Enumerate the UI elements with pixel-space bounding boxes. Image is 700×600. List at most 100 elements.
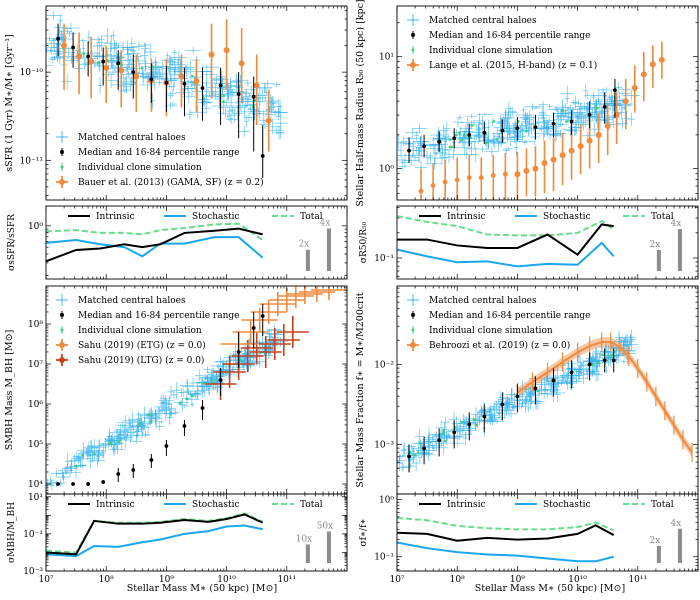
scale-bar [326, 531, 331, 563]
observation-point [523, 167, 530, 174]
clone-point [190, 394, 194, 398]
median-point [182, 424, 187, 428]
median-point [236, 92, 241, 97]
clone-point [210, 378, 214, 382]
observation-point [208, 51, 215, 58]
plot-area-ssfr [46, 10, 288, 178]
median-point [260, 314, 265, 318]
frame-panel-ssfr [45, 205, 348, 280]
median-point [218, 378, 223, 382]
legend-label: Individual clone simulation [78, 163, 202, 173]
frame-ssfr [45, 5, 348, 201]
median-point [452, 136, 457, 141]
observation-point [622, 98, 629, 105]
mbh-y-tick-label: 10⁸ [28, 320, 43, 330]
observation-point [238, 60, 245, 67]
intrinsic-line [45, 513, 264, 556]
median-point [71, 482, 75, 486]
median-point [101, 480, 106, 484]
chart-r50: 10⁰ 10¹ Stellar Half-mass Radius R₅₀ (50 k… [355, 0, 699, 207]
total-line [396, 516, 615, 532]
clone-point [97, 61, 100, 64]
legend-marker-median [60, 150, 64, 154]
clone-point [601, 353, 605, 357]
legend-marker-clone [411, 48, 415, 52]
median-point [437, 139, 442, 144]
panel-mbh-x-tick-label: 10⁷ [38, 575, 53, 585]
legend-label: Median and 16-84 percentile range [78, 148, 239, 158]
median-point [182, 81, 187, 86]
plot-area-r50 [397, 41, 665, 200]
observation-point [76, 53, 83, 60]
median-point [437, 438, 442, 443]
median-point [422, 144, 426, 149]
clone-point [81, 453, 84, 457]
median-point [467, 422, 472, 427]
observation-point [568, 147, 575, 154]
legend-marker-clone [60, 165, 64, 169]
median-point [116, 472, 121, 476]
observation-point [631, 84, 638, 91]
observation-low-point [466, 175, 472, 180]
observation-point [559, 152, 566, 159]
panel-fstar-y-tick-label: 10⁻¹ [374, 553, 394, 563]
median-point [218, 83, 223, 88]
frame-panel-mbh [45, 493, 348, 572]
median-point [515, 126, 520, 131]
observation-point [133, 73, 140, 80]
median-point [131, 70, 136, 75]
clone-point [474, 423, 478, 427]
observation-point [640, 71, 647, 78]
y-axis-label-mbh: SMBH Mass M_BH [M⊙] [4, 330, 15, 451]
clone-point [413, 453, 417, 457]
legend-mbh: Matched central haloes Median and 16-84 p… [56, 294, 239, 366]
median-point [71, 45, 75, 50]
median-point [500, 402, 505, 407]
legend-marker-clone [411, 328, 415, 332]
observation-point [595, 131, 602, 138]
clone-point [148, 413, 151, 417]
scale-bar [326, 228, 331, 271]
clone-point [472, 418, 476, 421]
median-point [569, 370, 574, 375]
panel-mbh-y-tick-label: 10¹ [28, 493, 43, 503]
median-point [602, 105, 607, 109]
panel-legend-label: Total [300, 212, 323, 222]
observation-point [541, 159, 548, 166]
clone-point [495, 138, 499, 141]
panel-legend-ssfr: Intrinsic Stochastic Total [68, 212, 323, 222]
r50-y-tick-label: 10⁰ [379, 165, 394, 175]
panel-legend-fstar: Intrinsic Stochastic Total [419, 500, 674, 510]
legend-marker-obs [410, 342, 416, 348]
legend-marker-median [411, 313, 415, 317]
median-point [116, 61, 121, 66]
behroozi-band [517, 337, 692, 458]
median-point [164, 80, 169, 85]
panel-fstar: 2x 4x 10⁷ 10⁸ 10⁹ 10¹⁰ 10¹¹ 10⁻¹ 10⁰ σf∗/f∗ Intrin… [359, 494, 699, 585]
median-point [149, 458, 154, 462]
observation-low-point [454, 177, 460, 183]
clone-point [149, 420, 153, 424]
median-point [500, 128, 505, 133]
panel-y-axis-label-mbh: σMBH/M_BH [7, 502, 17, 563]
panel-mbh-x-tick-label: 10¹⁰ [217, 575, 236, 585]
observation-point [550, 156, 557, 163]
median-point [56, 36, 60, 41]
total-line [45, 222, 264, 241]
legend-marker-median [60, 313, 64, 317]
median-point [611, 358, 616, 363]
scale-bar [305, 544, 310, 563]
frame-r50 [396, 5, 699, 201]
median-point [452, 430, 457, 435]
median-point [551, 121, 556, 126]
median-point [482, 414, 487, 419]
median-point [131, 468, 136, 472]
panel-y-axis-label-r50: σR50/R₅₀ [359, 221, 369, 263]
clone-point [151, 65, 155, 69]
median-point [260, 154, 265, 158]
chart-fstar: 10⁻³ 10⁻² Stellar Mass Fraction f∗ = M∗/M2… [355, 286, 699, 494]
observation-low-point [442, 179, 448, 185]
legend-label: Lange et al. (2015, H-band) (z = 0.1) [429, 60, 597, 71]
clone-point [470, 123, 474, 127]
